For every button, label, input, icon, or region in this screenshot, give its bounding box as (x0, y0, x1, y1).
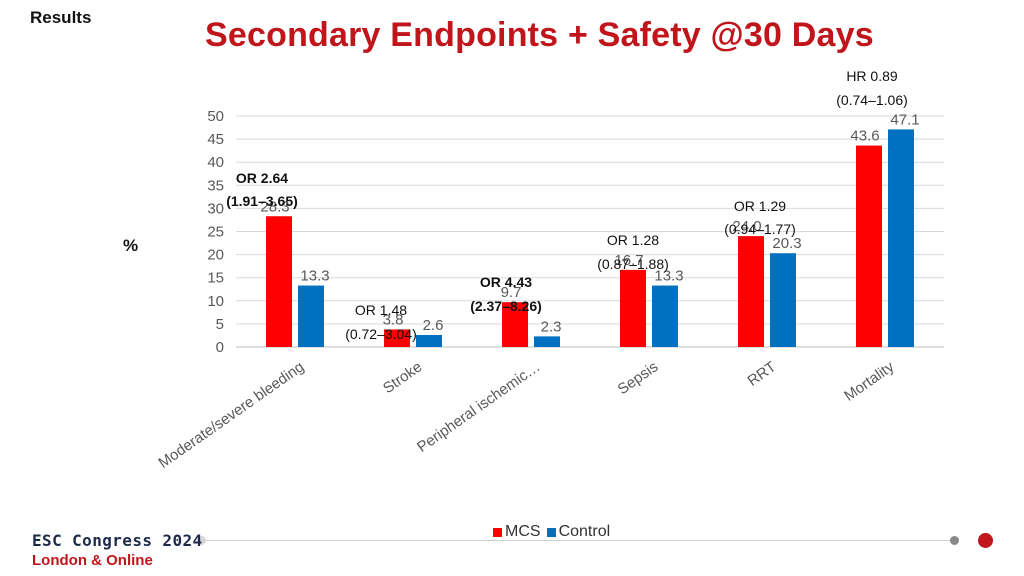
data-label: 28.3 (260, 198, 289, 215)
bar-control (770, 253, 796, 347)
bar-control (416, 334, 442, 347)
bar-mcs (384, 329, 410, 347)
effect-annotation: OR 1.28 (607, 232, 659, 248)
bar-mcs (620, 269, 646, 347)
y-tick-label: 35 (207, 177, 224, 194)
x-tick-label: RRT (745, 358, 780, 389)
data-label: 2.3 (541, 318, 562, 335)
data-label: 16.7 (614, 252, 643, 269)
data-label: 9.7 (501, 284, 522, 301)
effect-annotation-ci: (0.94–1.77) (724, 221, 796, 237)
footer-divider (200, 540, 956, 541)
x-tick-label: Mortality (841, 358, 898, 405)
legend: MCS Control (493, 523, 610, 541)
footer-dot-accent (978, 533, 993, 548)
congress-name: ESC Congress 2024 (32, 531, 203, 550)
bar-mcs (266, 216, 292, 347)
x-tick-label: Sepsis (615, 358, 662, 398)
data-label: 20.3 (772, 235, 801, 252)
legend-label-mcs: MCS (505, 523, 541, 540)
effect-annotation: OR 4.43 (480, 274, 532, 290)
legend-item-mcs: MCS (493, 523, 541, 541)
bar-control (534, 336, 560, 347)
bar-mcs (856, 145, 882, 347)
slide-title: Secondary Endpoints + Safety @30 Days (205, 16, 874, 54)
legend-label-control: Control (558, 523, 611, 540)
effect-annotation-ci: (2.37–8.26) (470, 298, 542, 314)
x-tick-label: Moderate/severe bleeding (155, 358, 307, 471)
y-tick-label: 50 (207, 108, 224, 125)
data-label: 24.0 (732, 218, 761, 235)
section-label: Results (30, 8, 92, 27)
y-tick-label: 15 (207, 270, 224, 287)
data-label: 13.3 (300, 268, 329, 285)
y-tick-label: 20 (207, 247, 224, 264)
y-tick-label: 25 (207, 224, 224, 241)
footer-dot (950, 536, 959, 545)
effect-annotation: HR 0.89 (846, 68, 898, 84)
y-tick-label: 40 (207, 154, 224, 171)
data-label: 13.3 (654, 268, 683, 285)
legend-swatch-mcs (493, 527, 502, 537)
y-tick-label: 0 (216, 339, 224, 356)
effect-annotation: OR 1.48 (355, 302, 407, 318)
effect-annotation-ci: (0.74–1.06) (836, 92, 908, 108)
data-label: 3.8 (383, 311, 404, 328)
x-tick-label: Peripheral ischemic… (414, 358, 543, 456)
legend-swatch-control (546, 527, 556, 537)
data-label: 2.6 (423, 317, 444, 334)
bar-control (888, 129, 914, 347)
bar-mcs (502, 302, 528, 347)
y-tick-label: 30 (207, 200, 224, 217)
bar-control (298, 285, 324, 347)
y-tick-label: 5 (216, 316, 224, 333)
legend-item-control: Control (546, 523, 611, 541)
bar-mcs (738, 236, 764, 347)
y-axis-unit: % (123, 236, 139, 255)
y-tick-label: 10 (207, 293, 224, 310)
x-tick-label: Stroke (380, 358, 425, 397)
y-tick-label: 45 (207, 131, 224, 148)
congress-logo: ESC Congress 2024 London & Online (32, 531, 203, 569)
effect-annotation-ci: (0.72–3.04) (345, 326, 417, 342)
data-label: 43.6 (850, 128, 879, 145)
effect-annotation-ci: (0.87–1.88) (597, 256, 669, 272)
effect-annotation: OR 1.29 (734, 198, 786, 214)
bar-control (652, 285, 678, 347)
congress-location: London & Online (32, 552, 153, 569)
effect-annotation: OR 2.64 (236, 170, 288, 186)
data-label: 47.1 (890, 111, 919, 128)
effect-annotation-ci: (1.91–3.65) (226, 193, 298, 209)
